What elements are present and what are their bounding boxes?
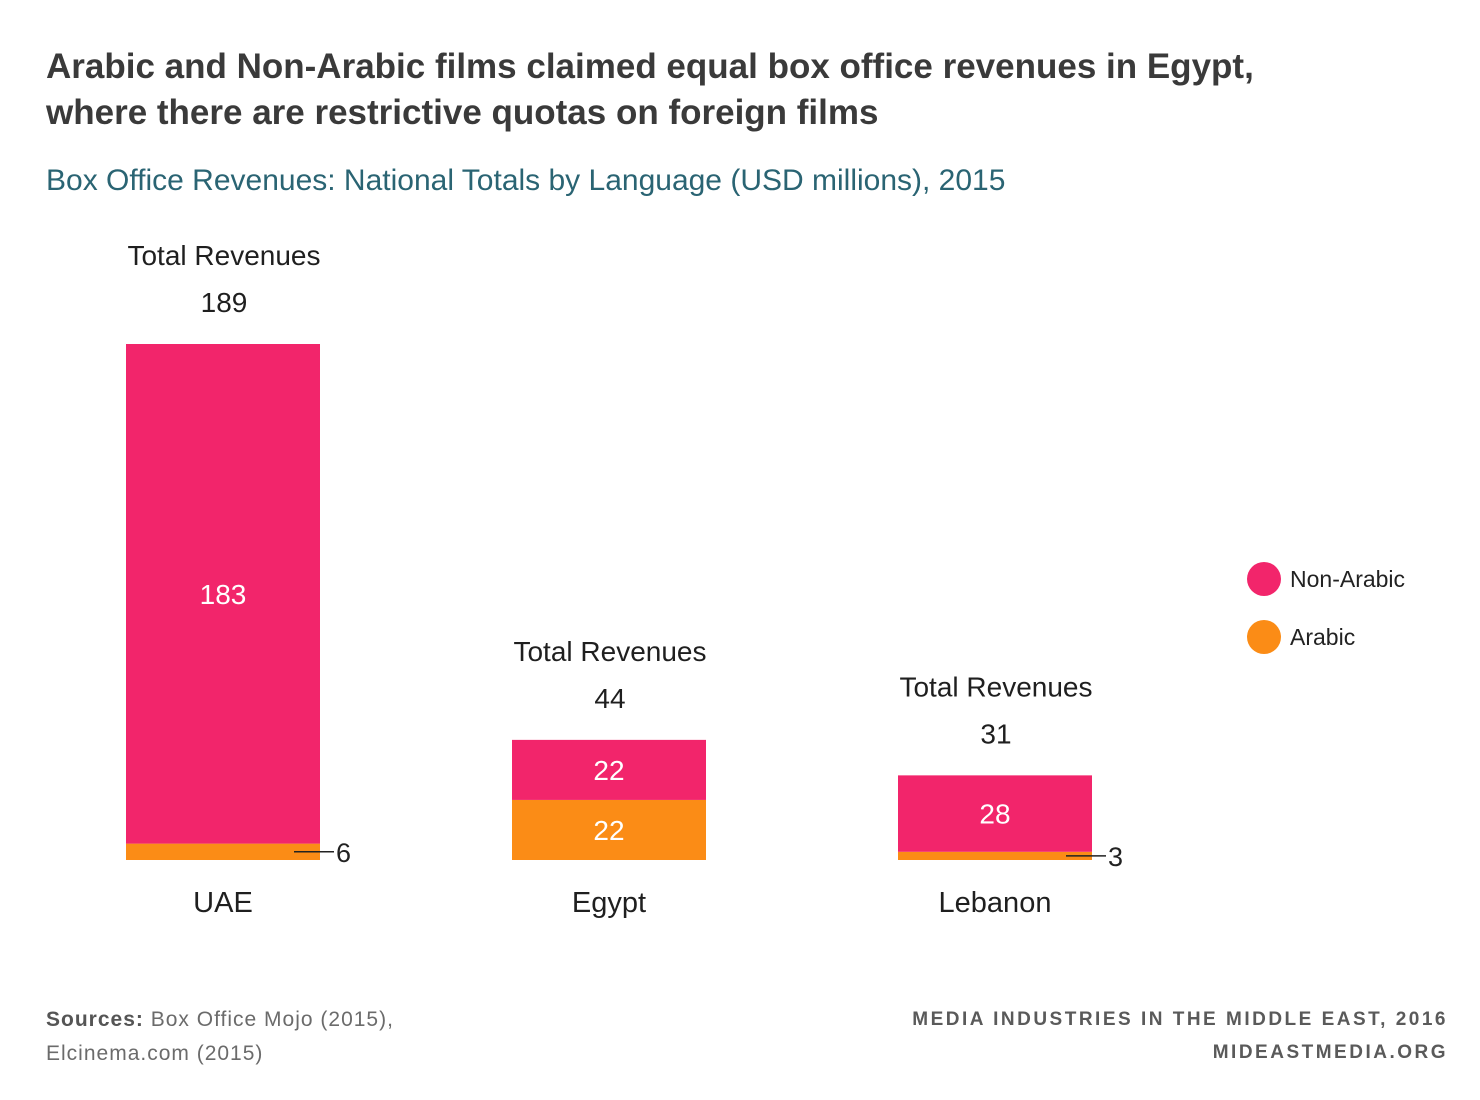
data-label-uae-arabic: 6 [336,838,351,868]
chart-title: Arabic and Non-Arabic films claimed equa… [46,44,1446,136]
category-label-uae: UAE [193,887,253,919]
legend-item-arabic: Arabic [1247,620,1355,654]
chart-title-line-2: where there are restrictive quotas on fo… [46,93,879,132]
footer-credit: MEDIA INDUSTRIES IN THE MIDDLE EAST, 201… [912,1003,1448,1069]
sources-label: Sources: [46,1008,144,1031]
total-revenues-label-lebanon: Total Revenues [899,671,1092,702]
total-revenues-value-egypt: 44 [594,683,625,714]
footer-line-1: MEDIA INDUSTRIES IN THE MIDDLE EAST, 201… [912,1009,1448,1030]
category-label-lebanon: Lebanon [939,887,1052,919]
footer-line-2: MIDEASTMEDIA.ORG [1212,1042,1448,1063]
data-label-uae-non-arabic: 183 [200,579,247,610]
data-label-egypt-arabic: 22 [593,815,624,846]
sources-note: Sources: Box Office Mojo (2015), Elcinem… [46,1003,394,1071]
sources-line-1: Box Office Mojo (2015), [150,1008,394,1031]
total-revenues-label-egypt: Total Revenues [513,636,706,667]
legend-item-non-arabic: Non-Arabic [1247,562,1405,596]
data-label-lebanon-non-arabic: 28 [979,799,1010,830]
total-revenues-label-uae: Total Revenues [127,240,320,271]
total-revenues-value-uae: 189 [201,287,248,318]
data-label-lebanon-arabic: 3 [1108,842,1123,872]
bar-egypt-arabic [512,799,706,860]
legend-swatch-arabic [1247,620,1281,654]
bar-uae-arabic [126,843,320,860]
chart-subtitle: Box Office Revenues: National Totals by … [46,164,1006,197]
data-label-egypt-non-arabic: 22 [593,755,624,786]
legend-label-arabic: Arabic [1290,623,1356,650]
bar-lebanon-arabic [898,851,1092,860]
legend-swatch-non-arabic [1247,562,1281,596]
category-label-egypt: Egypt [572,887,646,919]
bar-lebanon-non-arabic [898,775,1092,852]
bar-egypt-non-arabic [512,739,706,800]
legend-label-non-arabic: Non-Arabic [1290,565,1406,592]
bar-uae-non-arabic [126,344,320,844]
sources-line-2: Elcinema.com (2015) [46,1042,264,1065]
chart-title-line-1: Arabic and Non-Arabic films claimed equa… [46,47,1254,86]
total-revenues-value-lebanon: 31 [980,718,1011,749]
